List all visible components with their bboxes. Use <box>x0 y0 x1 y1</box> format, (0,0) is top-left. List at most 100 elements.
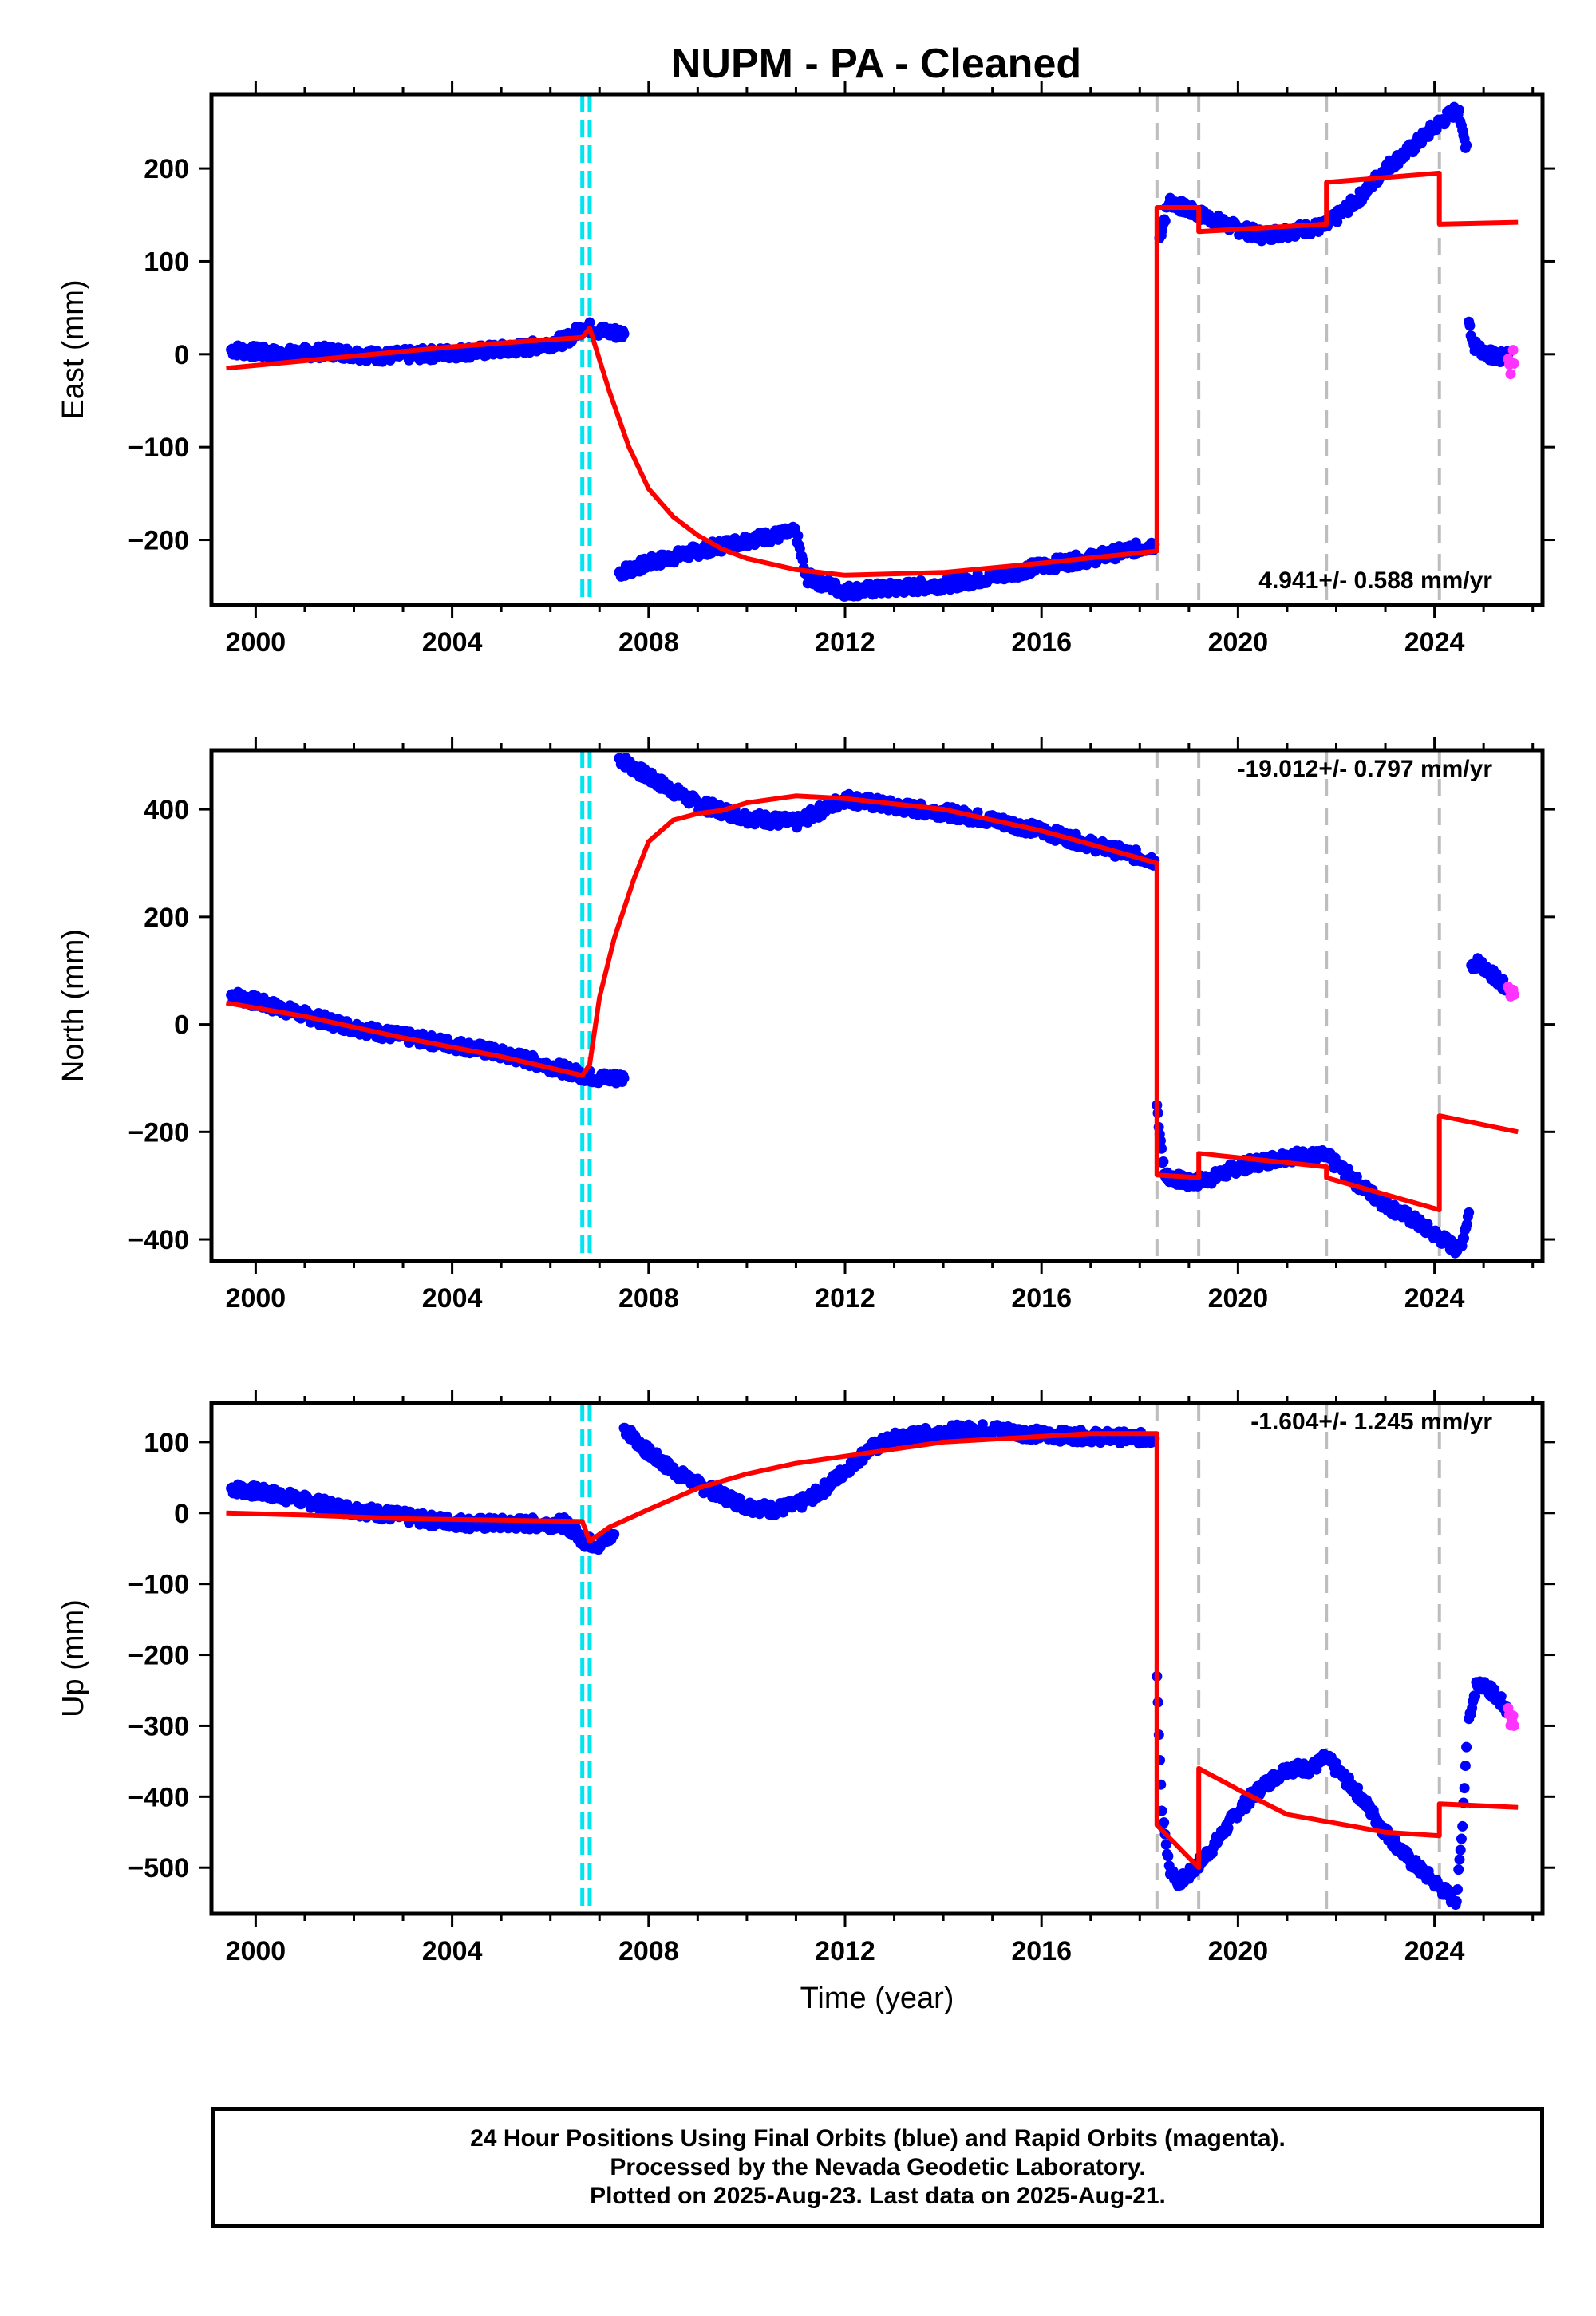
plot-area-north <box>225 750 1519 1261</box>
data-point <box>1508 990 1519 1001</box>
plot-frame-east <box>209 92 1545 607</box>
data-point <box>584 317 595 328</box>
y-tick-label-up: −400 <box>128 1782 189 1812</box>
y-tick-label-north: 0 <box>174 1010 189 1041</box>
y-tick-label-east: −200 <box>128 526 189 556</box>
data-point <box>1464 320 1476 331</box>
x-tick-label-north: 2000 <box>226 1283 286 1314</box>
y-axis-title-north: North (mm) <box>57 929 90 1082</box>
x-tick-label-east: 2012 <box>815 627 875 658</box>
x-tick-label-east: 2016 <box>1011 627 1072 658</box>
y-tick-label-east: 200 <box>144 154 189 184</box>
data-point <box>1451 1895 1462 1907</box>
x-tick-label-up: 2008 <box>618 1936 679 1966</box>
chart-title: NUPM - PA - Cleaned <box>671 41 1081 87</box>
data-point <box>1459 1783 1470 1794</box>
x-tick-label-north: 2016 <box>1011 1283 1072 1314</box>
y-tick-label-north: 200 <box>144 903 189 933</box>
data-point <box>1461 1219 1472 1230</box>
data-point <box>1456 1833 1467 1844</box>
data-point <box>1461 140 1472 151</box>
data-point <box>1508 1720 1519 1731</box>
x-tick-label-east: 2000 <box>226 627 286 658</box>
y-axis-title-east: East (mm) <box>57 279 90 419</box>
data-point <box>1453 1864 1464 1875</box>
x-tick-label-east: 2008 <box>618 627 679 658</box>
x-tick-label-north: 2008 <box>618 1283 679 1314</box>
y-tick-label-up: 100 <box>144 1428 189 1458</box>
x-tick-label-north: 2004 <box>422 1283 483 1314</box>
data-point <box>1158 1156 1169 1167</box>
y-axis-title-up: Up (mm) <box>57 1599 90 1717</box>
x-tick-label-north: 2020 <box>1208 1283 1269 1314</box>
x-tick-label-up: 2000 <box>226 1936 286 1966</box>
data-point <box>1453 105 1464 116</box>
y-tick-label-east: 100 <box>144 247 189 277</box>
data-point <box>1160 1839 1171 1850</box>
plot-frame-north <box>209 748 1545 1263</box>
footer-box: 24 Hour Positions Using Final Orbits (bl… <box>211 2107 1544 2228</box>
panel-north: 2000 2004 2008 2012 2016 2020 20244002000−200−… <box>57 737 1555 1314</box>
data-point <box>792 530 804 541</box>
y-tick-label-up: −100 <box>128 1570 189 1600</box>
data-point <box>1489 1684 1500 1695</box>
plot-area-east <box>226 94 1519 605</box>
data-point <box>609 1528 620 1539</box>
data-point <box>1464 1207 1475 1218</box>
data-point <box>1454 1854 1465 1865</box>
y-tick-label-east: −100 <box>128 433 189 463</box>
data-point <box>1457 1820 1468 1832</box>
x-tick-label-east: 2004 <box>422 627 483 658</box>
data-point <box>1452 1883 1464 1895</box>
panel-east: 2000 2004 2008 2012 2016 2020 2024 200 100 0 −100 −… <box>57 81 1555 658</box>
x-tick-label-north: 2012 <box>815 1283 875 1314</box>
model-line-up <box>226 1431 1519 1871</box>
model-line-east <box>226 170 1519 578</box>
data-point <box>1159 215 1171 227</box>
final-orbit-points-up-2 <box>1152 1670 1472 1911</box>
y-tick-label-north: −200 <box>128 1117 189 1148</box>
data-point <box>618 1073 630 1084</box>
data-point <box>1505 369 1516 380</box>
data-point <box>1163 1851 1174 1862</box>
y-tick-label-up: −200 <box>128 1641 189 1671</box>
data-point <box>1460 1760 1471 1771</box>
data-point <box>1455 1844 1466 1856</box>
x-tick-label-up: 2024 <box>1404 1936 1465 1966</box>
x-tick-label-up: 2016 <box>1011 1936 1072 1966</box>
rate-label-north: -19.012+/- 0.797 mm/yr <box>1238 756 1493 782</box>
data-point <box>1507 1710 1519 1721</box>
y-tick-label-up: −300 <box>128 1711 189 1741</box>
rate-label-east: 4.941+/- 0.588 mm/yr <box>1258 567 1492 594</box>
y-tick-label-up: −500 <box>128 1853 189 1883</box>
data-point <box>797 555 808 566</box>
data-point <box>1461 1741 1472 1753</box>
data-point <box>1470 1691 1481 1702</box>
data-point <box>1507 345 1519 356</box>
final-orbit-points-north-2 <box>1152 1100 1475 1259</box>
data-point <box>618 328 630 339</box>
footer-line-1: 24 Hour Positions Using Final Orbits (bl… <box>470 2125 1286 2152</box>
final-orbit-points-east-0 <box>226 317 630 367</box>
x-tick-label-east: 2020 <box>1208 627 1269 658</box>
x-tick-label-east: 2024 <box>1404 627 1465 658</box>
plot-frame-up <box>209 1401 1545 1916</box>
y-tick-label-up: 0 <box>174 1499 189 1529</box>
x-tick-label-up: 2004 <box>422 1936 483 1966</box>
data-point <box>1159 1817 1170 1828</box>
footer-line-3: Plotted on 2025-Aug-23. Last data on 202… <box>590 2183 1166 2209</box>
rate-label-up: -1.604+/- 1.245 mm/yr <box>1250 1409 1492 1435</box>
y-tick-label-north: −400 <box>128 1225 189 1255</box>
rapid-orbit-points-up-4 <box>1503 1702 1519 1731</box>
panel-up: 2000 2004 2008 2012 2016 2020 2024 100 0 −100 −200… <box>57 1390 1555 2015</box>
x-tick-label-up: 2012 <box>815 1936 875 1966</box>
x-axis-title: Time (year) <box>800 1982 954 2015</box>
plot-area-up <box>226 1403 1519 1914</box>
x-tick-label-up: 2020 <box>1208 1936 1269 1966</box>
y-tick-label-north: 400 <box>144 795 189 825</box>
data-point <box>1459 1233 1470 1244</box>
model-line-north <box>225 793 1519 1212</box>
footer-line-2: Processed by the Nevada Geodetic Laborat… <box>610 2154 1146 2180</box>
data-point <box>1508 358 1519 369</box>
